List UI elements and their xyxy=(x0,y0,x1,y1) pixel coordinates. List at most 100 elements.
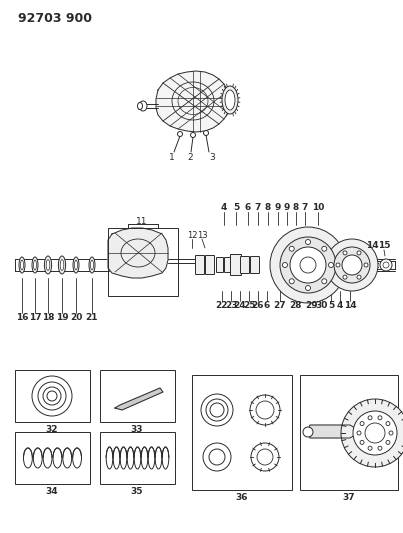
Text: 8: 8 xyxy=(265,203,271,212)
Text: 1: 1 xyxy=(169,154,175,163)
Circle shape xyxy=(305,286,310,290)
Circle shape xyxy=(380,259,392,271)
Ellipse shape xyxy=(73,257,79,273)
Text: 2: 2 xyxy=(187,154,193,163)
Circle shape xyxy=(368,446,372,450)
Circle shape xyxy=(378,446,382,450)
Text: 25: 25 xyxy=(243,302,255,311)
Circle shape xyxy=(283,262,287,268)
Bar xyxy=(108,228,178,296)
Text: 7: 7 xyxy=(302,203,308,212)
Text: 26: 26 xyxy=(252,302,264,311)
Ellipse shape xyxy=(46,260,50,270)
Text: 15: 15 xyxy=(378,241,390,251)
Circle shape xyxy=(289,279,294,284)
Circle shape xyxy=(343,251,347,255)
Bar xyxy=(100,432,175,484)
Circle shape xyxy=(305,239,310,245)
Text: 33: 33 xyxy=(131,425,143,434)
Circle shape xyxy=(341,399,403,467)
Ellipse shape xyxy=(139,101,147,111)
FancyBboxPatch shape xyxy=(241,256,249,273)
Bar xyxy=(192,375,292,490)
Text: 14: 14 xyxy=(366,241,378,251)
Text: 8: 8 xyxy=(293,203,299,212)
Text: 21: 21 xyxy=(86,313,98,322)
Text: 92703 900: 92703 900 xyxy=(18,12,92,25)
Text: 5: 5 xyxy=(233,203,239,212)
Circle shape xyxy=(270,227,346,303)
Circle shape xyxy=(322,246,327,251)
Bar xyxy=(100,370,175,422)
Text: 24: 24 xyxy=(234,302,246,311)
Text: 3: 3 xyxy=(209,154,215,163)
FancyBboxPatch shape xyxy=(231,254,241,276)
Text: 35: 35 xyxy=(131,488,143,497)
FancyBboxPatch shape xyxy=(216,257,224,272)
Circle shape xyxy=(280,237,336,293)
Bar xyxy=(300,375,398,490)
Ellipse shape xyxy=(75,260,77,270)
Circle shape xyxy=(300,257,316,273)
Circle shape xyxy=(353,411,397,455)
Bar xyxy=(15,370,90,422)
Ellipse shape xyxy=(91,260,93,270)
FancyBboxPatch shape xyxy=(251,256,260,273)
Circle shape xyxy=(360,422,364,425)
Text: 10: 10 xyxy=(312,203,324,212)
Text: 5: 5 xyxy=(328,302,334,311)
Text: 6: 6 xyxy=(264,302,270,311)
Circle shape xyxy=(204,131,208,135)
Text: 20: 20 xyxy=(70,313,82,322)
Ellipse shape xyxy=(222,86,238,114)
Circle shape xyxy=(357,251,361,255)
Circle shape xyxy=(386,422,390,425)
FancyBboxPatch shape xyxy=(224,257,231,272)
Circle shape xyxy=(191,133,195,138)
Ellipse shape xyxy=(60,260,64,270)
Circle shape xyxy=(368,416,372,420)
Circle shape xyxy=(343,275,347,279)
Text: 23: 23 xyxy=(225,302,237,311)
FancyBboxPatch shape xyxy=(206,255,214,274)
Text: 12: 12 xyxy=(187,231,197,240)
Text: 27: 27 xyxy=(274,302,286,311)
Circle shape xyxy=(328,262,334,268)
Text: 22: 22 xyxy=(216,302,228,311)
Text: 16: 16 xyxy=(16,313,28,322)
Text: 9: 9 xyxy=(284,203,290,212)
Text: 30: 30 xyxy=(316,302,328,311)
Circle shape xyxy=(342,255,362,275)
Text: 34: 34 xyxy=(46,488,58,497)
Circle shape xyxy=(177,132,183,136)
Circle shape xyxy=(322,279,327,284)
Ellipse shape xyxy=(32,257,38,273)
Circle shape xyxy=(303,427,313,437)
Text: 28: 28 xyxy=(289,302,301,311)
Circle shape xyxy=(386,440,390,445)
Circle shape xyxy=(289,246,294,251)
Text: 19: 19 xyxy=(56,313,69,322)
Circle shape xyxy=(326,239,378,291)
Text: 29: 29 xyxy=(306,302,318,311)
Circle shape xyxy=(336,263,340,267)
Ellipse shape xyxy=(21,260,23,270)
Polygon shape xyxy=(108,228,168,278)
Text: 37: 37 xyxy=(343,494,355,503)
Polygon shape xyxy=(115,388,163,410)
Text: 17: 17 xyxy=(29,313,42,322)
Ellipse shape xyxy=(58,256,66,274)
Circle shape xyxy=(365,423,385,443)
FancyBboxPatch shape xyxy=(195,255,204,274)
Text: 4: 4 xyxy=(221,203,227,212)
Text: 13: 13 xyxy=(197,231,207,240)
Text: 18: 18 xyxy=(42,313,54,322)
Ellipse shape xyxy=(44,256,52,274)
Text: 4: 4 xyxy=(337,302,343,311)
Circle shape xyxy=(360,440,364,445)
Text: 11: 11 xyxy=(136,217,148,227)
Ellipse shape xyxy=(225,90,235,110)
Circle shape xyxy=(378,416,382,420)
Circle shape xyxy=(389,431,393,435)
Ellipse shape xyxy=(89,257,95,273)
